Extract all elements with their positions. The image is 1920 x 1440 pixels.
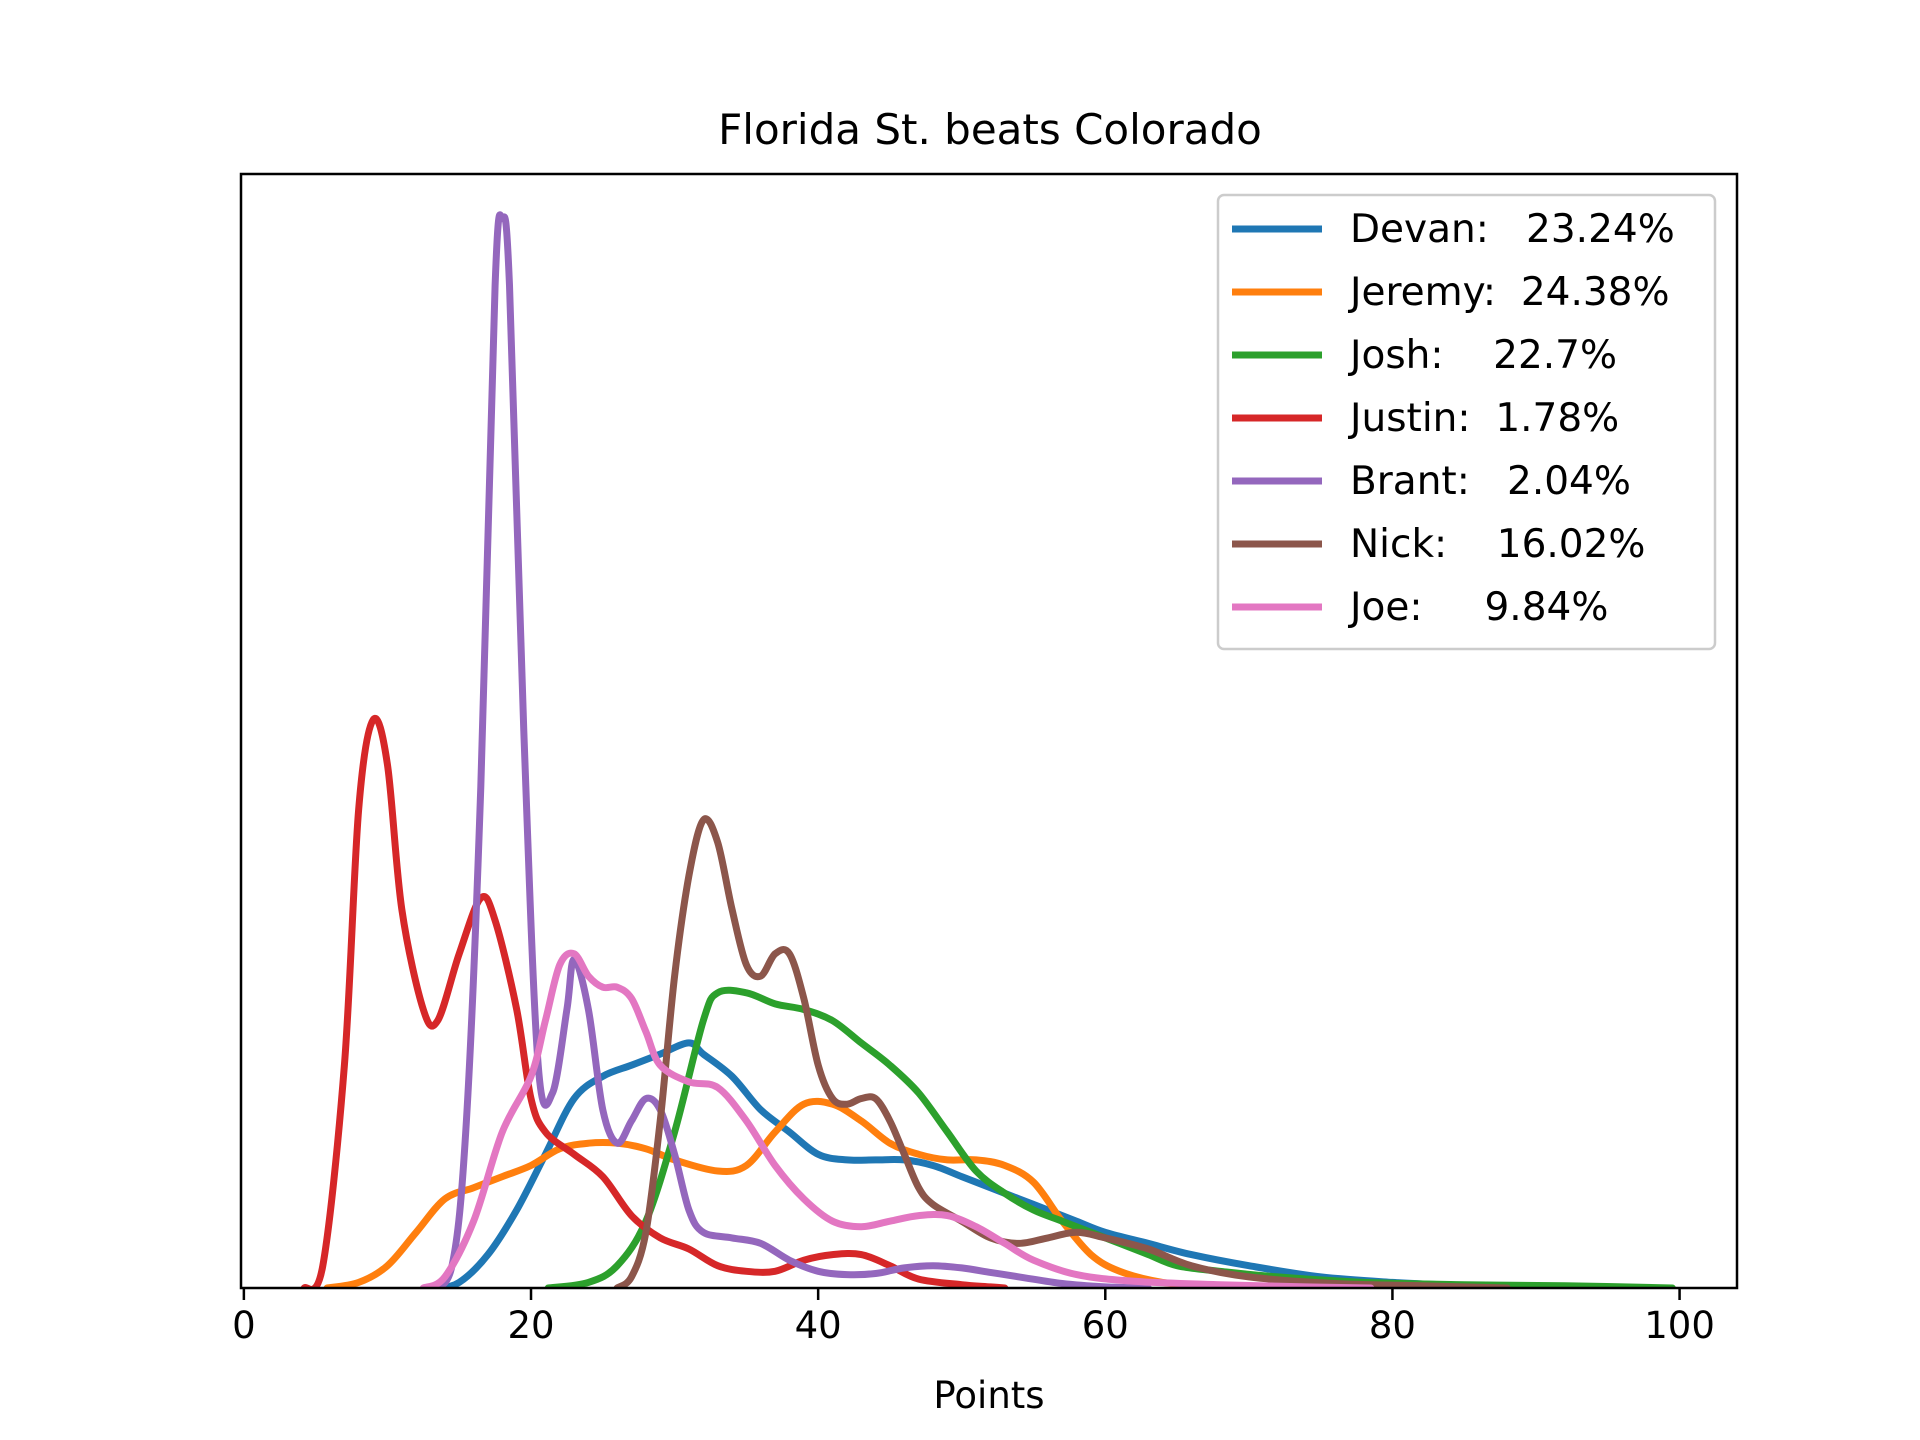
legend-label: Brant: 2.04% [1350,459,1631,504]
legend-label: Justin: 1.78% [1347,396,1619,441]
chart-title: Florida St. beats Colorado [718,105,1262,154]
series-line-5 [427,211,1152,1288]
legend-frame [1216,193,1717,651]
series-line-1 [434,1039,1526,1288]
x-tick-label: 100 [1644,1304,1715,1347]
series-line-4 [300,714,1009,1288]
x-tick-label: 0 [232,1304,256,1347]
x-tick-label: 20 [507,1304,554,1347]
x-axis-label: Points [933,1374,1044,1417]
x-tick-label: 80 [1369,1304,1416,1347]
legend-label: Jeremy: 24.38% [1347,270,1670,315]
x-tick-label: 40 [795,1304,842,1347]
legend-label: Josh: 22.7% [1347,333,1617,378]
series-layer [300,211,1676,1288]
series-line-6 [613,815,1511,1288]
series-line-7 [419,949,1375,1288]
series-line-3 [544,986,1676,1288]
plot-frame [239,172,1739,1290]
x-axis: 0 20 40 60 80 100 [232,1288,1715,1347]
legend-label: Devan: 23.24% [1350,207,1675,252]
legend: Devan: 23.24% Jeremy: 24.38% Josh: 22.7% Ju… [1216,193,1717,651]
legend-label: Nick: 16.02% [1350,522,1645,567]
x-tick-label: 60 [1082,1304,1129,1347]
legend-label: Joe: 9.84% [1347,585,1608,630]
